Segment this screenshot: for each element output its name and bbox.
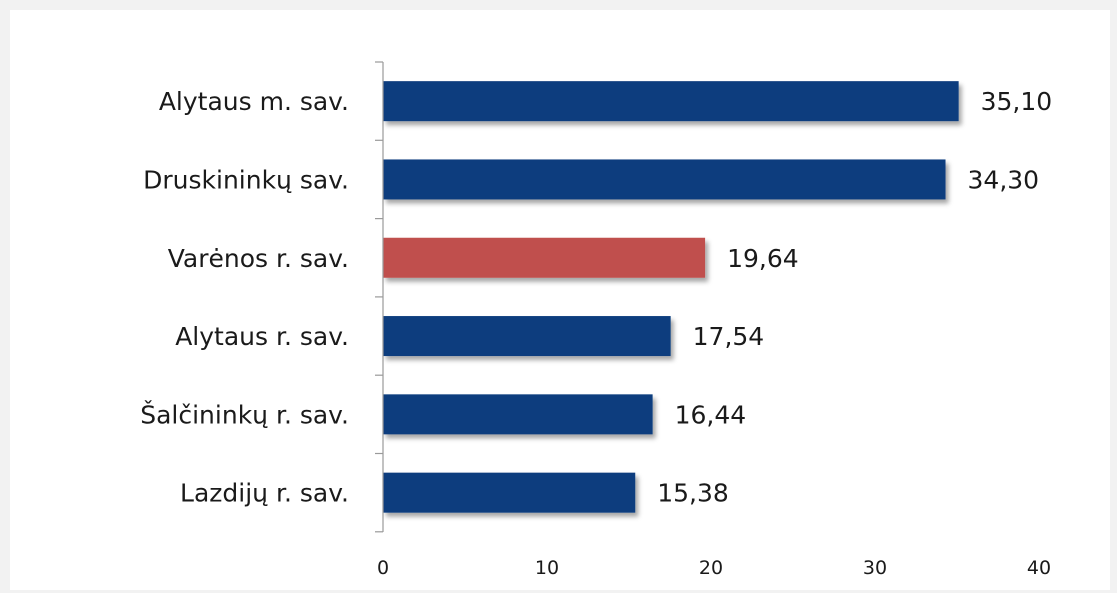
value-label: 15,38	[657, 479, 729, 508]
bar	[383, 472, 636, 513]
category-label: Druskininkų sav.	[143, 165, 349, 194]
labels-layer: Alytaus m. sav. 35,10 Druskininkų sav. 34,3…	[140, 87, 1052, 579]
category-label: Alytaus m. sav.	[159, 87, 349, 116]
y-axis	[375, 61, 384, 533]
bars-layer	[383, 81, 959, 513]
x-tick-label: 20	[699, 557, 723, 579]
x-tick-label: 40	[1027, 557, 1051, 579]
x-tick-label: 30	[863, 557, 887, 579]
x-tick-label: 0	[377, 557, 389, 579]
bar	[383, 159, 946, 200]
x-tick-label: 10	[535, 557, 559, 579]
bar	[383, 394, 653, 435]
category-label: Lazdijų r. sav.	[180, 479, 349, 508]
category-label: Varėnos r. sav.	[168, 244, 349, 273]
bar	[383, 81, 959, 122]
value-label: 16,44	[675, 400, 747, 429]
category-label: Šalčininkų r. sav.	[140, 399, 349, 429]
value-label: 19,64	[727, 244, 799, 273]
category-label: Alytaus r. sav.	[175, 322, 349, 351]
bar	[383, 237, 706, 278]
value-label: 17,54	[693, 322, 765, 351]
chart-frame: Alytaus m. sav. 35,10 Druskininkų sav. 34,3…	[10, 10, 1110, 590]
bar	[383, 316, 671, 357]
value-label: 35,10	[981, 87, 1053, 116]
bar-chart: Alytaus m. sav. 35,10 Druskininkų sav. 34,3…	[140, 61, 1052, 579]
value-label: 34,30	[968, 165, 1040, 194]
